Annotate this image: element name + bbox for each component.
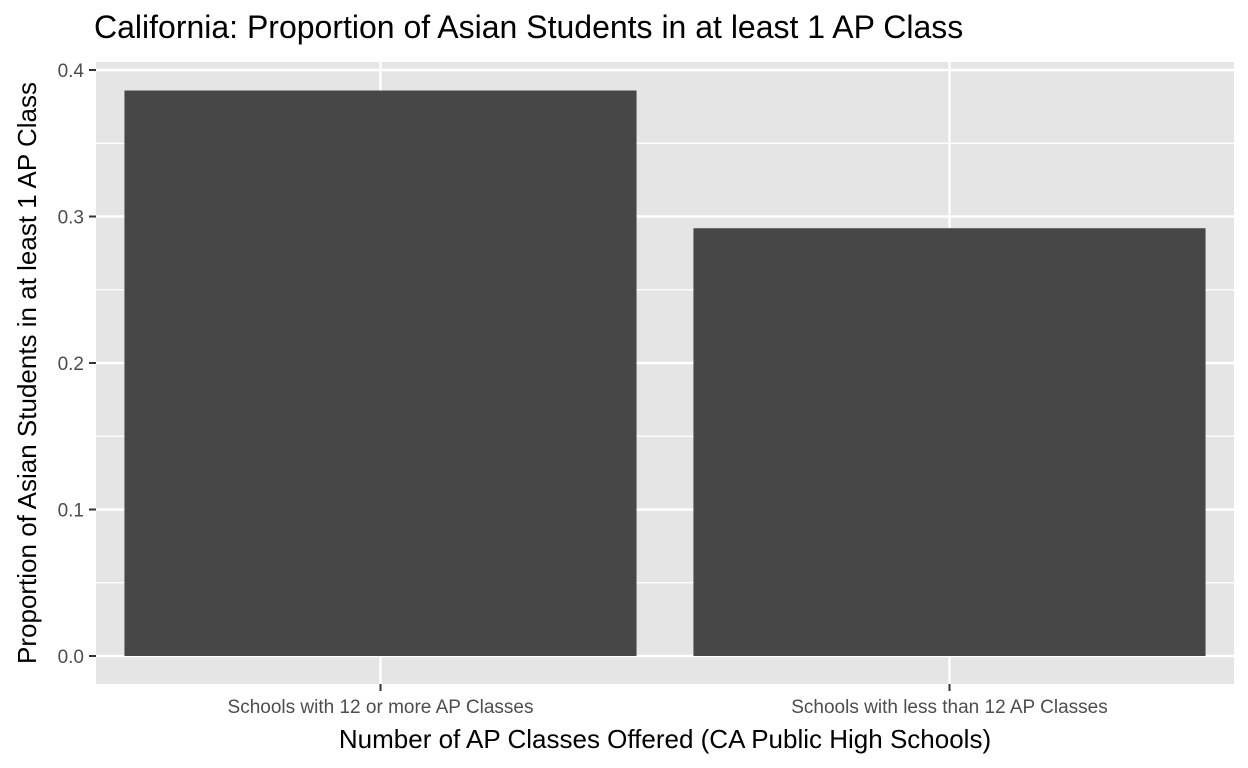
y-axis: 0.0 0.1 0.2 0.3 0.4 — [58, 61, 96, 668]
y-tick-label: 0.2 — [58, 354, 84, 375]
x-tick-label: Schools with 12 or more AP Classes — [228, 697, 534, 718]
y-tick-label: 0.1 — [58, 501, 84, 522]
y-tick-label: 0.0 — [58, 647, 84, 668]
x-axis: Schools with 12 or more AP Classes School… — [228, 684, 1108, 718]
y-tick-label: 0.3 — [58, 208, 84, 229]
bar-1 — [124, 90, 637, 656]
chart-title: California: Proportion of Asian Students… — [94, 9, 963, 45]
y-tick-label: 0.4 — [58, 61, 85, 82]
bars — [124, 90, 1206, 656]
x-axis-title: Number of AP Classes Offered (CA Public … — [339, 724, 991, 754]
y-axis-title: Proportion of Asian Students in at least… — [12, 82, 42, 664]
x-tick-label: Schools with less than 12 AP Classes — [791, 697, 1108, 718]
bar-2 — [693, 228, 1206, 656]
